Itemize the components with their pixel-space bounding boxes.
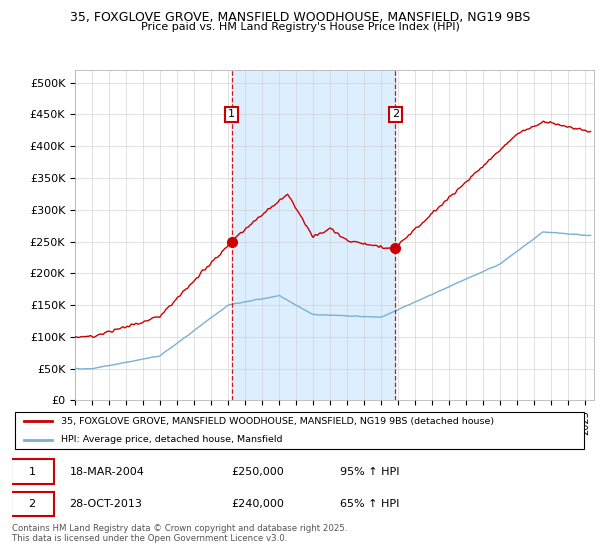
Text: Price paid vs. HM Land Registry's House Price Index (HPI): Price paid vs. HM Land Registry's House …	[140, 22, 460, 32]
Text: 1: 1	[228, 109, 235, 119]
Text: 1: 1	[29, 466, 35, 477]
Text: 18-MAR-2004: 18-MAR-2004	[70, 466, 145, 477]
Text: 28-OCT-2013: 28-OCT-2013	[70, 499, 142, 509]
Text: HPI: Average price, detached house, Mansfield: HPI: Average price, detached house, Mans…	[61, 436, 283, 445]
Text: 35, FOXGLOVE GROVE, MANSFIELD WOODHOUSE, MANSFIELD, NG19 9BS (detached house): 35, FOXGLOVE GROVE, MANSFIELD WOODHOUSE,…	[61, 417, 494, 426]
Text: 95% ↑ HPI: 95% ↑ HPI	[340, 466, 400, 477]
FancyBboxPatch shape	[11, 492, 54, 516]
Text: £250,000: £250,000	[231, 466, 284, 477]
Text: 2: 2	[392, 109, 399, 119]
Text: 2: 2	[29, 499, 36, 509]
FancyBboxPatch shape	[15, 413, 584, 449]
Text: 35, FOXGLOVE GROVE, MANSFIELD WOODHOUSE, MANSFIELD, NG19 9BS: 35, FOXGLOVE GROVE, MANSFIELD WOODHOUSE,…	[70, 11, 530, 24]
Text: 65% ↑ HPI: 65% ↑ HPI	[340, 499, 400, 509]
Text: £240,000: £240,000	[231, 499, 284, 509]
FancyBboxPatch shape	[11, 459, 54, 484]
Bar	[232, 70, 395, 400]
Text: Contains HM Land Registry data © Crown copyright and database right 2025.
This d: Contains HM Land Registry data © Crown c…	[12, 524, 347, 543]
